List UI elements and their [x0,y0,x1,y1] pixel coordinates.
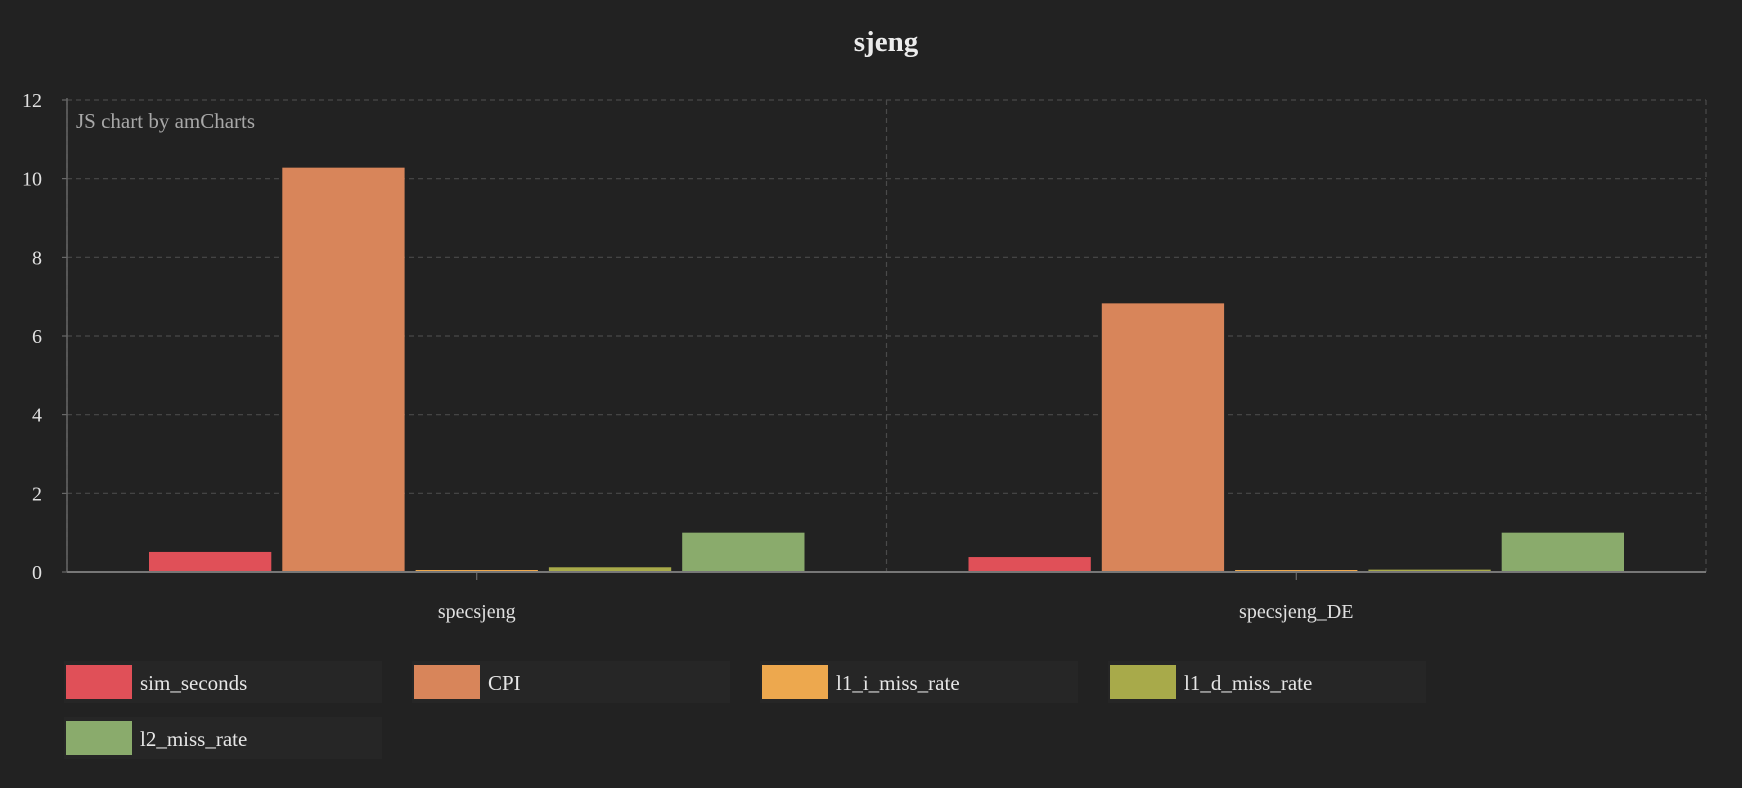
bar-l2-miss-rate-specsjeng[interactable] [682,532,805,572]
y-tick-label: 10 [22,169,42,191]
y-tick-label: 0 [32,562,42,584]
axes: 0 2 4 6 8 10 12 specsjeng specsjeng_DE [22,90,1706,623]
legend-item-l1-i-miss-rate[interactable]: l1_i_miss_rate [760,661,1078,703]
legend-swatch[interactable] [66,721,132,755]
bar-sim-seconds-specsjeng-DE[interactable] [968,557,1091,572]
credit-text[interactable]: JS chart by amCharts [76,109,255,133]
y-tick-label: 8 [32,247,42,269]
legend-item-l1-d-miss-rate[interactable]: l1_d_miss_rate [1108,661,1426,703]
legend-swatch[interactable] [414,665,480,699]
bars[interactable] [149,167,1624,573]
bar-l1-d-miss-rate-specsjeng[interactable] [548,567,672,572]
category-label: specsjeng [438,601,516,623]
legend-swatch[interactable] [762,665,828,699]
legend-swatch[interactable] [1110,665,1176,699]
legend-label[interactable]: l1_d_miss_rate [1184,671,1312,695]
legend-swatch[interactable] [66,665,132,699]
category-label: specsjeng_DE [1239,601,1353,623]
y-tick-label: 2 [32,483,42,505]
bar-l2-miss-rate-specsjeng-DE[interactable] [1501,532,1624,572]
bar-CPI-specsjeng[interactable] [282,167,405,573]
bar-CPI-specsjeng-DE[interactable] [1101,303,1225,572]
chart-title: sjeng [854,26,919,58]
bar-sim-seconds-specsjeng[interactable] [149,551,272,572]
legend-label[interactable]: l1_i_miss_rate [836,671,960,695]
legend-label[interactable]: CPI [488,671,521,695]
y-tick-label: 12 [22,90,42,112]
legend-item-l2-miss-rate[interactable]: l2_miss_rate [64,717,382,759]
legend[interactable]: sim_seconds CPI l1_i_miss_rate l1_d_miss_ra… [64,661,1426,759]
legend-item-sim-seconds[interactable]: sim_seconds [64,661,382,703]
y-tick-label: 6 [32,326,42,348]
legend-label[interactable]: l2_miss_rate [140,727,247,751]
bar-l1-d-miss-rate-specsjeng-DE[interactable] [1368,569,1491,572]
legend-label[interactable]: sim_seconds [140,671,247,695]
y-tick-label: 4 [32,405,42,427]
legend-item-CPI[interactable]: CPI [412,661,730,703]
